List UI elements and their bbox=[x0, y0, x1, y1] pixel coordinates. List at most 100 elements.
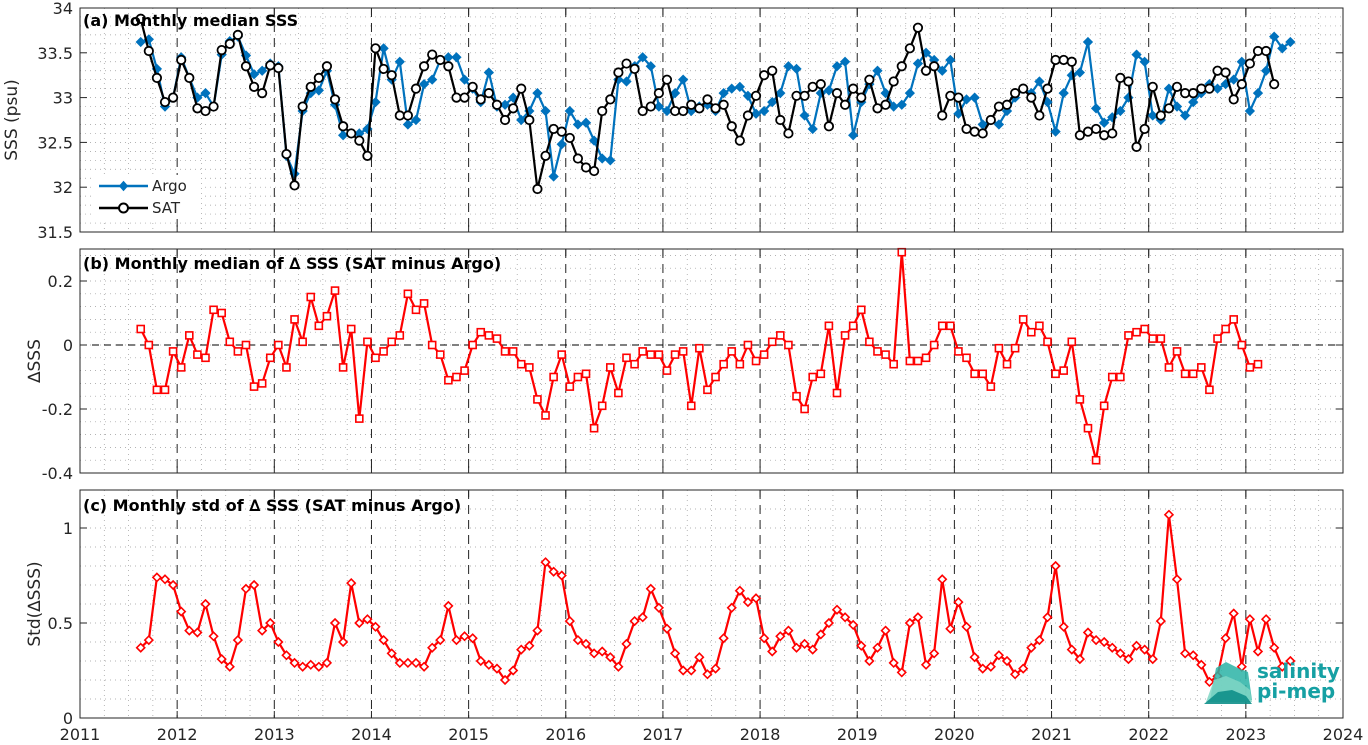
data-point bbox=[184, 625, 195, 636]
data-point bbox=[767, 646, 778, 657]
data-point bbox=[516, 359, 526, 369]
data-point bbox=[977, 128, 988, 139]
data-point bbox=[1090, 103, 1102, 114]
data-point bbox=[499, 99, 511, 110]
data-point bbox=[1147, 653, 1158, 665]
data-point bbox=[961, 123, 972, 135]
data-point bbox=[232, 29, 243, 40]
data-point bbox=[378, 43, 389, 54]
data-point bbox=[248, 69, 260, 80]
data-point bbox=[1091, 455, 1101, 465]
data-point bbox=[661, 623, 673, 634]
data-point bbox=[848, 321, 858, 331]
data-point bbox=[176, 363, 186, 372]
panel-c-x-ticks: 2011 2012 2013 2014 2015 2016 2017 2018 2019 2020… bbox=[60, 725, 1364, 744]
data-point bbox=[1204, 83, 1215, 94]
data-point bbox=[273, 636, 284, 648]
data-point bbox=[144, 340, 154, 350]
data-point bbox=[1018, 663, 1029, 674]
data-point bbox=[435, 54, 446, 66]
data-point bbox=[589, 165, 600, 177]
y-tick-label: -0.2 bbox=[42, 400, 73, 419]
data-point bbox=[1115, 648, 1126, 659]
data-point bbox=[614, 388, 623, 398]
data-point bbox=[889, 359, 898, 369]
data-point bbox=[702, 669, 713, 680]
data-point bbox=[548, 566, 559, 577]
data-point bbox=[588, 135, 600, 146]
data-point bbox=[1171, 81, 1183, 92]
data-point bbox=[718, 99, 729, 110]
data-point bbox=[1188, 96, 1199, 108]
data-point bbox=[201, 353, 210, 363]
data-point bbox=[694, 103, 705, 114]
data-point bbox=[1269, 79, 1280, 90]
data-point bbox=[945, 623, 956, 634]
data-point bbox=[929, 648, 940, 659]
data-point bbox=[1285, 36, 1296, 48]
data-point bbox=[1026, 92, 1037, 103]
data-point bbox=[249, 382, 259, 391]
data-point bbox=[313, 661, 324, 672]
data-point bbox=[1148, 334, 1158, 343]
data-point bbox=[872, 103, 883, 114]
data-point bbox=[1236, 56, 1247, 67]
data-point bbox=[637, 612, 648, 623]
y-tick-label: 33 bbox=[53, 89, 73, 108]
y-tick-label: 0 bbox=[63, 336, 73, 355]
data-point bbox=[1188, 88, 1199, 99]
data-point bbox=[865, 337, 874, 347]
data-point bbox=[597, 646, 608, 657]
data-point bbox=[929, 340, 939, 350]
panel-c-ylabel: Std(∆SSS) bbox=[25, 561, 45, 646]
data-point bbox=[1252, 646, 1264, 657]
data-point bbox=[1131, 141, 1142, 152]
y-tick-label: 0.2 bbox=[48, 272, 73, 291]
data-point bbox=[791, 642, 802, 653]
data-point bbox=[613, 67, 624, 78]
data-point bbox=[1026, 642, 1037, 653]
data-point bbox=[1139, 56, 1150, 67]
data-point bbox=[904, 43, 915, 54]
data-point bbox=[394, 56, 405, 67]
data-point bbox=[572, 153, 584, 164]
data-point bbox=[1221, 324, 1230, 334]
data-point bbox=[525, 363, 534, 372]
data-point bbox=[1067, 337, 1077, 347]
panel-c: 00.51 2011 2012 2013 2014 2015 2016 2017 2018 20… bbox=[25, 489, 1364, 744]
data-point bbox=[1244, 614, 1256, 625]
data-point bbox=[1188, 369, 1198, 379]
data-point bbox=[621, 76, 632, 87]
panel-a: 31.5 32 32.5 33 33.5 34 (a) Monthly median SS… bbox=[2, 0, 1344, 242]
data-point bbox=[718, 633, 729, 644]
data-point bbox=[1059, 366, 1068, 375]
data-point bbox=[937, 574, 948, 585]
data-point bbox=[937, 65, 948, 76]
data-point bbox=[540, 150, 551, 161]
data-point bbox=[824, 321, 834, 331]
data-point bbox=[167, 579, 179, 591]
x-tick-label: 2017 bbox=[643, 725, 684, 744]
data-point bbox=[1164, 363, 1174, 372]
data-point bbox=[240, 61, 252, 72]
data-point bbox=[799, 638, 810, 650]
data-point bbox=[540, 105, 551, 117]
data-point bbox=[1163, 83, 1175, 94]
data-point bbox=[265, 60, 276, 71]
data-point bbox=[645, 61, 656, 72]
data-point bbox=[969, 652, 980, 663]
data-point bbox=[1236, 79, 1247, 90]
data-point bbox=[274, 340, 283, 350]
data-point bbox=[622, 353, 631, 363]
data-point bbox=[233, 347, 243, 356]
panel-c-title: (c) Monthly std of ∆ SSS (SAT minus Argo… bbox=[83, 496, 461, 515]
data-point bbox=[896, 667, 907, 678]
data-point bbox=[605, 94, 616, 105]
data-point bbox=[467, 81, 478, 92]
data-point bbox=[1026, 327, 1036, 337]
data-point bbox=[386, 70, 397, 81]
data-point bbox=[556, 570, 567, 581]
data-point bbox=[444, 375, 453, 385]
data-point bbox=[580, 117, 592, 128]
data-point bbox=[580, 162, 592, 173]
